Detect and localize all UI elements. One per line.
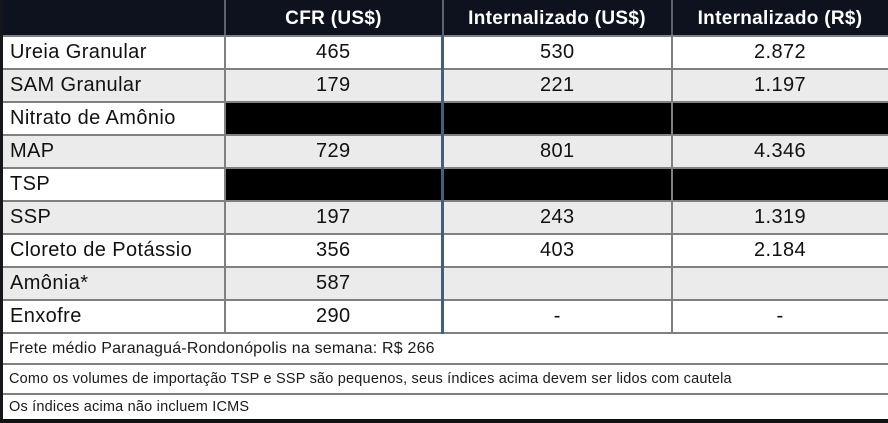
- row-label: Ureia Granular: [0, 35, 226, 70]
- table-row-ureia-granular: Ureia Granular 465 530 2.872: [0, 35, 888, 70]
- table-row-enxofre: Enxofre 290 - -: [0, 299, 888, 334]
- table-body: Ureia Granular 465 530 2.872 SAM Granula…: [0, 35, 888, 423]
- footnote-icms-text: Os índices acima não incluem ICMS: [0, 393, 888, 423]
- footnote-row-caution: Como os volumes de importação TSP e SSP …: [0, 363, 888, 395]
- internalizado-brl-value: 1.319: [670, 200, 888, 235]
- row-label: MAP: [0, 134, 226, 169]
- row-label: Enxofre: [0, 299, 226, 334]
- column-header-product: [0, 0, 226, 37]
- header-row: CFR (US$) Internalizado (US$) Internaliz…: [0, 0, 888, 37]
- row-label: SSP: [0, 200, 226, 235]
- internalizado-brl-value: 2.872: [670, 35, 888, 70]
- cfr-value: 290: [223, 299, 444, 334]
- internalizado-usd-value: -: [441, 299, 673, 334]
- internalizado-brl-value: -: [670, 299, 888, 334]
- table-header: CFR (US$) Internalizado (US$) Internaliz…: [0, 0, 888, 37]
- row-label: SAM Granular: [0, 68, 226, 103]
- internalizado-usd-value: 243: [441, 200, 673, 235]
- row-label: Amônia*: [0, 266, 226, 301]
- table-row-ssp: SSP 197 243 1.319: [0, 200, 888, 235]
- cfr-value: 587: [223, 266, 444, 301]
- table-row-tsp: TSP: [0, 167, 888, 202]
- row-label: Cloreto de Potássio: [0, 233, 226, 268]
- footnote-freight-text: Frete médio Paranaguá-Rondonópolis na se…: [0, 332, 888, 365]
- table-row-sam-granular: SAM Granular 179 221 1.197: [0, 68, 888, 103]
- redacted-cell: [670, 101, 888, 136]
- redacted-cell: [670, 167, 888, 202]
- column-header-internalizado-usd: Internalizado (US$): [441, 0, 673, 37]
- row-label: Nitrato de Amônio: [0, 101, 226, 136]
- footnote-row-icms: Os índices acima não incluem ICMS: [0, 393, 888, 423]
- cfr-value: 465: [223, 35, 444, 70]
- redacted-cell: [223, 167, 444, 202]
- column-header-cfr-usd: CFR (US$): [223, 0, 444, 37]
- cfr-value: 197: [223, 200, 444, 235]
- table-row-cloreto-de-potassio: Cloreto de Potássio 356 403 2.184: [0, 233, 888, 268]
- internalizado-usd-value: [441, 266, 673, 301]
- redacted-cell: [223, 101, 444, 136]
- internalizado-usd-value: 221: [441, 68, 673, 103]
- internalizado-brl-value: 2.184: [670, 233, 888, 268]
- column-header-internalizado-brl: Internalizado (R$): [670, 0, 888, 37]
- internalizado-brl-value: 4.346: [670, 134, 888, 169]
- redacted-cell: [441, 101, 673, 136]
- cfr-value: 729: [223, 134, 444, 169]
- internalizado-brl-value: 1.197: [670, 68, 888, 103]
- internalizado-brl-value: [670, 266, 888, 301]
- cfr-value: 356: [223, 233, 444, 268]
- internalizado-usd-value: 801: [441, 134, 673, 169]
- redacted-cell: [441, 167, 673, 202]
- table-row-map: MAP 729 801 4.346: [0, 134, 888, 169]
- table-row-nitrato-de-amonio: Nitrato de Amônio: [0, 101, 888, 136]
- internalizado-usd-value: 530: [441, 35, 673, 70]
- internalizado-usd-value: 403: [441, 233, 673, 268]
- row-label: TSP: [0, 167, 226, 202]
- footnote-caution-text: Como os volumes de importação TSP e SSP …: [0, 363, 888, 395]
- footnote-row-freight: Frete médio Paranaguá-Rondonópolis na se…: [0, 332, 888, 365]
- cfr-value: 179: [223, 68, 444, 103]
- table-row-amonia: Amônia* 587: [0, 266, 888, 301]
